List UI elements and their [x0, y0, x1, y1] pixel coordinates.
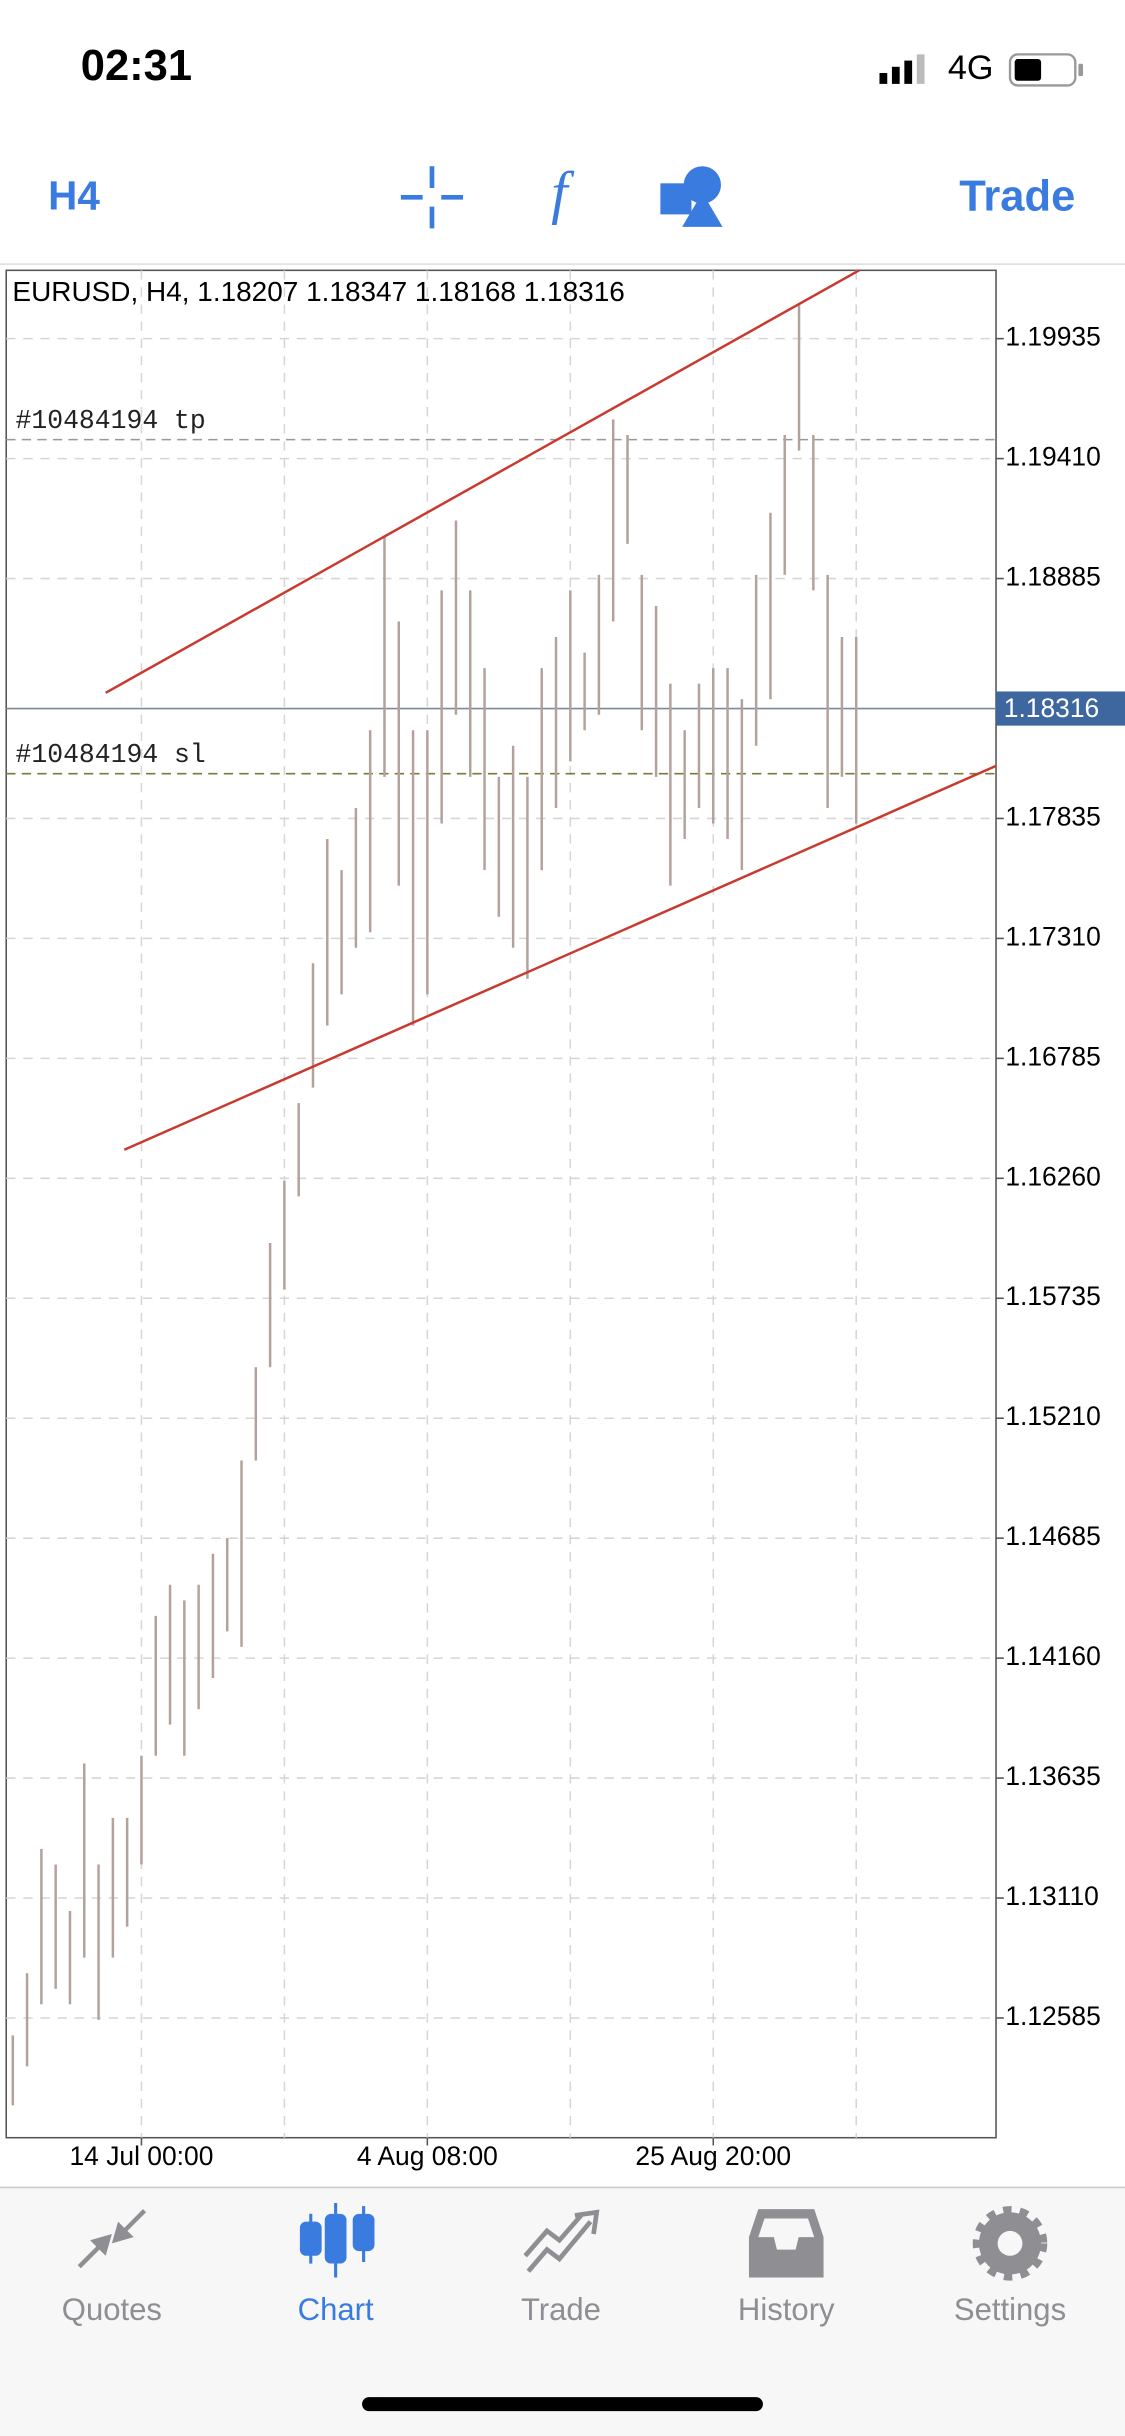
price-tag	[996, 691, 1125, 726]
x-tick-label: 14 Jul 00:00	[69, 2141, 213, 2171]
trade-button[interactable]: Trade	[959, 172, 1075, 220]
plot-frame	[5, 269, 997, 2139]
trendline	[105, 269, 860, 694]
price-tag-label: 1.18316	[1004, 693, 1099, 723]
y-tick-label: 1.13110	[1005, 1881, 1099, 1911]
history-icon	[748, 2209, 824, 2278]
trade-icon	[523, 2209, 600, 2273]
y-tick-label: 1.16260	[1005, 1161, 1100, 1191]
order-label: #10484194 tp	[16, 406, 206, 436]
battery-icon	[1008, 53, 1084, 87]
y-tick-label: 1.19410	[1005, 442, 1100, 472]
status-time: 02:31	[81, 42, 192, 90]
crosshair-button[interactable]	[400, 166, 464, 229]
tab-label[interactable]: Quotes	[62, 2292, 162, 2327]
y-tick-label: 1.14685	[1005, 1521, 1100, 1551]
y-tick-label: 1.15735	[1005, 1281, 1100, 1311]
y-tick-label: 1.16785	[1005, 1041, 1100, 1071]
tab-label[interactable]: Trade	[521, 2292, 601, 2327]
signal-icon	[879, 54, 925, 84]
y-tick-label: 1.17310	[1005, 921, 1100, 951]
y-tick-label: 1.18885	[1005, 562, 1100, 592]
tab-labels: Quotes Chart Trade History Settings	[62, 2292, 1066, 2327]
tab-label[interactable]: History	[738, 2292, 835, 2327]
tab-label[interactable]: Chart	[298, 2292, 374, 2327]
grid: 1.12585 1.13110 1.13635 1.14160 1.14685 1.152…	[6, 270, 1101, 2171]
y-tick-label: 1.17835	[1005, 801, 1100, 831]
chart-title: EURUSD, H4, 1.18207 1.18347 1.18168 1.18…	[12, 276, 624, 307]
y-tick-label: 1.19935	[1005, 322, 1100, 352]
timeframe-button[interactable]: H4	[48, 173, 100, 219]
y-tick-label: 1.15210	[1005, 1401, 1100, 1431]
y-tick-label: 1.12585	[1005, 2001, 1100, 2031]
y-tick-label: 1.13635	[1005, 1761, 1100, 1791]
x-tick-label: 4 Aug 08:00	[357, 2141, 498, 2171]
plot: #10484194 tp #10484194 sl 1.18316	[6, 269, 1125, 2106]
tab-bar	[0, 2187, 1125, 2436]
x-tick-label: 25 Aug 20:00	[635, 2141, 791, 2171]
network-type: 4G	[948, 49, 994, 87]
objects-button[interactable]	[660, 166, 723, 227]
y-tick-label: 1.14160	[1005, 1641, 1100, 1671]
order-label: #10484194 sl	[16, 740, 206, 770]
settings-icon	[972, 2206, 1048, 2281]
chart-icon	[299, 2202, 375, 2278]
trendline	[123, 764, 997, 1151]
quotes-icon	[77, 2209, 147, 2269]
home-indicator	[362, 2397, 763, 2412]
tab-label[interactable]: Settings	[954, 2292, 1066, 2327]
